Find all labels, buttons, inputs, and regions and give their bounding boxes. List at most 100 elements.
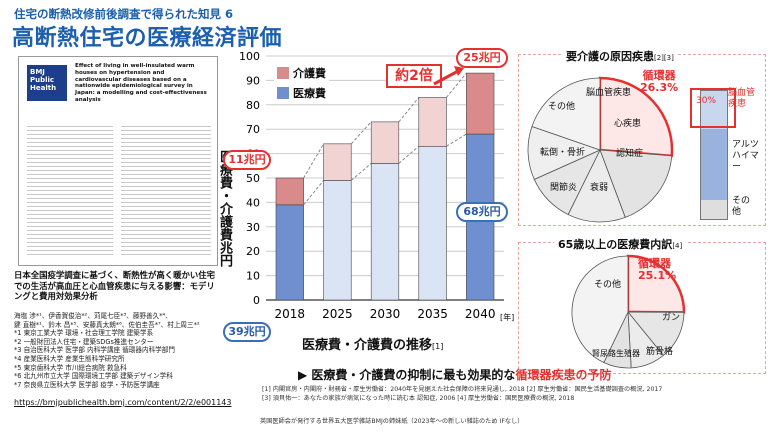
legend-med: 医療費 <box>277 85 326 101</box>
author-list: 海塩 渉*¹、伊香賀俊治*²、苅尾七臣*³、藤野善久*⁴、 鍵 直樹*¹、鈴木 … <box>14 312 234 389</box>
pie2-label-other: その他 <box>594 280 622 290</box>
breakdown-pct: 30% <box>696 96 717 106</box>
y-tick-label: 40 <box>246 196 260 209</box>
pie-slice <box>599 149 673 218</box>
x-tick-label: 2030 <box>370 307 401 321</box>
paper-doi-link[interactable]: https://bmjpublichealth.bmj.com/content/… <box>14 398 232 407</box>
breakdown-highlight <box>690 88 736 128</box>
y-tick-label: 30 <box>246 221 260 234</box>
elderly-costs-pie <box>571 254 686 369</box>
pie2-label-musculo: 筋骨格 <box>646 347 674 357</box>
bar-care <box>418 97 447 147</box>
author-line: *4 産業医科大学 産業生態科学研究所 <box>14 354 125 363</box>
author-line: 鍵 直樹*¹、鈴木 昌*⁵、安藤真太朗*⁶、佐伯圭吾*⁷、村上周三*² <box>14 320 200 329</box>
pie2-label-renal: 腎尿路生殖器 <box>592 349 640 358</box>
x-tick-label: 2018 <box>275 307 306 321</box>
slide-subtitle: 住宅の断熱改修前後調査で得られた知見 6 <box>14 7 234 21</box>
connector-line <box>398 145 420 164</box>
elderly-highlight-label: 循環器 25.1% <box>638 257 677 282</box>
y-tick-label: 20 <box>246 245 260 258</box>
connector-line <box>350 121 372 145</box>
paper-thumb-title: Effect of living in well-insulated warm … <box>75 63 207 103</box>
bar-care <box>466 72 495 135</box>
pie1-label-other: その他 <box>548 102 576 112</box>
label-care-2040: 25兆円 <box>456 48 508 68</box>
x-tick-label: 2025 <box>322 307 353 321</box>
connector-line <box>350 162 372 181</box>
elderly-costs-title: 65歳以上の医療費内訳[4] <box>554 236 687 252</box>
chart-x-unit: [年] <box>500 313 515 322</box>
breakdown-stroke-label: 脳血管疾患 <box>728 88 756 109</box>
chart-xlabel: 医療費・介護費の推移[1] <box>302 338 444 353</box>
pie-slice <box>567 148 626 223</box>
references: [1] 内閣官房・内閣府・財務省・厚生労働省：2040年を見据えた社会保障の将来… <box>262 386 766 404</box>
thumb-text-column-2 <box>121 123 211 257</box>
bar-medical <box>418 145 447 301</box>
connector-line <box>303 180 324 206</box>
breakdown-alz <box>701 129 727 200</box>
care-causes-title: 要介護の原因疾患[2][3] <box>562 48 678 64</box>
care-breakdown-bar <box>700 90 728 220</box>
ref-line: [1] 内閣官房・内閣府・財務省・厚生労働省：2040年を見据えた社会保障の将来… <box>262 386 663 393</box>
connector-line <box>446 72 467 98</box>
breakdown-stroke <box>701 91 727 130</box>
pie-slice <box>531 77 601 151</box>
connector-line <box>303 143 325 179</box>
journal-logo: BMJ Public Health <box>27 65 67 101</box>
slide-title: 高断熱住宅の医療経済評価 <box>12 26 283 51</box>
paper-title-jp: 日本全国疫学調査に基づく、断熱性が高く暖かい住宅での生活が高血圧と心血管疾患に与… <box>14 270 215 301</box>
cost-bar-chart: 0102030405060708090100201820252030203520… <box>239 50 504 321</box>
breakdown-alz-label: アルツハイマー <box>732 140 759 172</box>
connector-line <box>398 97 420 123</box>
x-tick-label: 2040 <box>465 307 496 321</box>
author-line: *5 東京歯科大学 市川総合病院 救急科 <box>14 363 127 372</box>
author-line: *6 北九州市立大学 国際環境工学部 建築デザイン学科 <box>14 372 173 381</box>
pie1-label-dementia: 認知症 <box>616 149 644 159</box>
chart-labels: 0102030405060708090100201820252030203520… <box>239 50 495 321</box>
author-line: 海塩 渉*¹、伊香賀俊治*²、苅尾七臣*³、藤野善久*⁴、 <box>14 312 172 320</box>
y-tick-label: 0 <box>253 294 260 307</box>
pie-slice <box>598 76 674 158</box>
thumb-text-column-1 <box>27 123 113 257</box>
label-med-2018: 39兆円 <box>223 322 271 342</box>
pie1-label-stroke: 脳血管疾患 <box>586 88 632 98</box>
y-tick-label: 80 <box>246 99 260 112</box>
bar-care <box>370 121 400 164</box>
x-tick-label: 2035 <box>417 307 448 321</box>
pie1-label-fracture: 転倒・骨折 <box>540 148 586 158</box>
ref-line: [3] 須貝佑一：あなたの家族が病気になった時に読む本 認知症, 2006 [4… <box>262 394 575 402</box>
bar-medical <box>323 180 352 301</box>
chart-ylabel: 医療費・介護費兆円 <box>217 150 232 267</box>
bar-care <box>323 143 352 181</box>
care-highlight-label: 循環器 26.3% <box>640 69 679 94</box>
legend-care: 介護費 <box>277 65 326 81</box>
connector-line <box>446 133 467 147</box>
chart-legend: 介護費 医療費 <box>274 64 329 102</box>
y-tick-label: 100 <box>239 50 260 63</box>
chart-bars <box>275 72 495 301</box>
footer-note: 英国医師会が発行する世界五大医学雑誌BMJの姉妹紙（2023年～の新しい雑誌のた… <box>260 418 524 425</box>
author-line: *2 一般財団法人住宅・建築SDGs推進センター <box>14 337 154 346</box>
breakdown-other <box>701 199 727 219</box>
care-causes-pie <box>527 76 674 223</box>
label-med-2040: 68兆円 <box>456 202 508 222</box>
label-care-2018: 11兆円 <box>223 150 271 170</box>
y-tick-label: 70 <box>246 123 260 136</box>
pie-slice <box>571 255 629 364</box>
pie1-label-arthritis: 関節炎 <box>550 183 578 193</box>
pie1-label-heart: 心疾患 <box>614 119 642 129</box>
bottom-message: ▶ 医療費・介護費の抑制に最も効果的な循環器疾患の予防 <box>298 368 612 382</box>
y-tick-label: 10 <box>246 270 260 283</box>
pie-slice <box>626 254 686 314</box>
bar-medical <box>370 163 400 301</box>
author-line: *7 奈良県立医科大学 医学部 疫学・予防医学講座 <box>14 380 160 389</box>
ratio-arrow-icon <box>433 66 464 86</box>
pie2-label-cancer: ガン <box>662 313 681 323</box>
y-tick-label: 50 <box>246 172 260 185</box>
label-ratio: 約2倍 <box>386 64 442 88</box>
paper-thumbnail: BMJ Public Health Effect of living in we… <box>18 56 218 266</box>
author-line: *3 自治医科大学 医学部 内科学講座 循環器内科学部門 <box>14 346 175 355</box>
y-tick-label: 90 <box>246 74 260 87</box>
author-line: *1 東京工業大学 環境・社会理工学院 建築学系 <box>14 329 154 338</box>
